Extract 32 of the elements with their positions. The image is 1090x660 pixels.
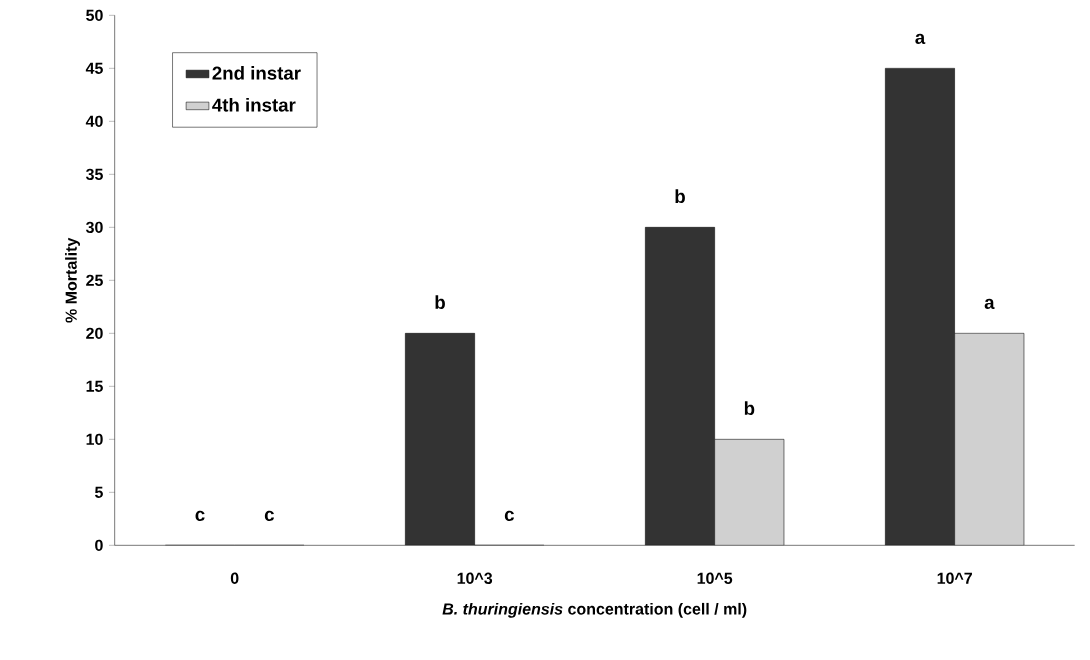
bar — [405, 333, 475, 546]
legend-label: 4th instar — [212, 97, 296, 112]
y-tick-label: 20 — [86, 327, 103, 339]
y-tick-label: 30 — [85, 221, 103, 234]
y-axis-title: % Mortality — [65, 237, 80, 323]
annotation: b — [675, 189, 685, 204]
y-tick-label: 40 — [85, 115, 103, 127]
y-tick-label: 50 — [86, 9, 103, 21]
bar — [885, 68, 955, 546]
annotation: c — [504, 510, 514, 522]
y-tick-label: 15 — [86, 380, 103, 392]
legend-label: 2nd instar — [212, 66, 301, 80]
y-tick-label: 5 — [94, 486, 103, 498]
bar — [714, 439, 784, 546]
x-axis-title: B. thuringiensis concentration (cell / ml) — [442, 602, 747, 618]
annotation: c — [264, 510, 274, 522]
annotation: b — [744, 401, 755, 416]
annotation: a — [984, 298, 995, 310]
annotation: c — [195, 510, 205, 522]
x-tick-label: 0 — [230, 572, 239, 584]
x-tick-label: 10^7 — [937, 572, 972, 584]
x-tick-label: 10^3 — [457, 572, 493, 584]
y-tick-label: 0 — [95, 539, 103, 551]
annotation: a — [915, 33, 926, 45]
y-tick-label: 25 — [86, 274, 103, 286]
y-tick-label: 10 — [86, 433, 103, 445]
bar — [954, 333, 1025, 546]
bar — [645, 227, 715, 546]
x-tick-label: 10^5 — [697, 572, 733, 584]
y-tick-label: 45 — [85, 62, 103, 74]
y-tick-label: 35 — [85, 168, 103, 181]
annotation: b — [435, 295, 445, 310]
